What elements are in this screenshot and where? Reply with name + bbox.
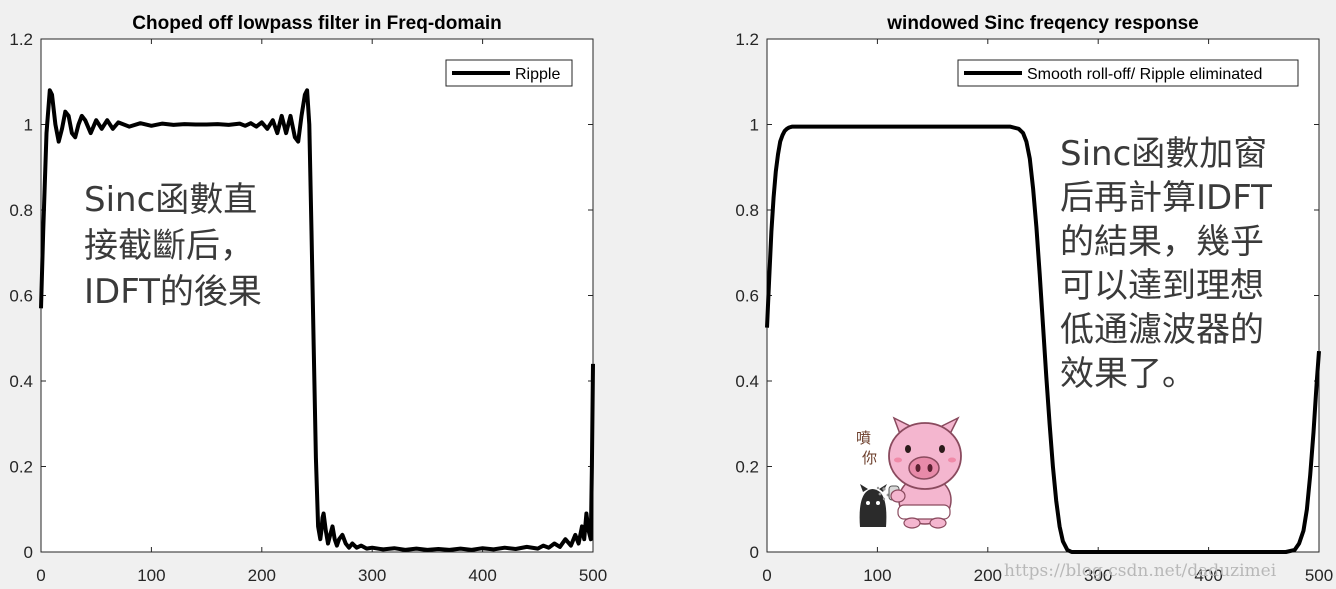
- chart-2-annotation-line-1: Sinc函數加窗: [1060, 134, 1267, 174]
- chart-1-annotation-line-1: Sinc函數直: [84, 180, 257, 220]
- chart-2-ytick-label-3: 0.6: [735, 287, 759, 306]
- chart-2-xtick-label-5: 500: [1305, 566, 1333, 585]
- chart-1-legend: Ripple: [445, 59, 573, 87]
- chart-1-series-ripple-line: [39, 88, 595, 552]
- chart-2-ytick-label-0: 0: [750, 543, 759, 562]
- chart-1-annotation: Sinc函數直 接截斷后， IDFT的後果: [84, 180, 262, 312]
- chart-2-annotation-line-5: 低通濾波器的: [1060, 310, 1264, 350]
- chart-1-title: Choped off lowpass filter in Freq-domain: [132, 13, 501, 34]
- chart-2-xtick-label-4: 400: [1194, 566, 1222, 585]
- watermark-url: https://blog.csdn.net/daduzimei: [1004, 561, 1277, 581]
- chart-1-xtick-label-5: 500: [579, 566, 607, 585]
- chart-2-ytick-label-2: 0.4: [735, 372, 759, 391]
- chart-1-xtick-label-0: 0: [36, 566, 45, 585]
- chart-1-ytick-label-1: 0.2: [9, 458, 33, 477]
- chart-1-ticks: 0 100 200 300 400 500 0 0.2 0.4 0.6 0.8 1 1.2: [9, 30, 607, 585]
- chart-2-xtick-label-3: 300: [1084, 566, 1112, 585]
- small-creature-icon: [859, 484, 887, 527]
- chart-1: Choped off lowpass filter in Freq-domain…: [9, 13, 607, 585]
- chart-1-ytick-label-2: 0.4: [9, 372, 33, 391]
- chart-2-ytick-label-1: 0.2: [735, 458, 759, 477]
- chart-2-ticks: 0 100 200 300 400 500 0 0.2 0.4 0.6 0.8 1 1.2: [735, 30, 1333, 585]
- chart-1-annotation-line-3: IDFT的後果: [84, 272, 262, 312]
- chart-2-ytick-label-4: 0.8: [735, 201, 759, 220]
- chart-2-xtick-label-2: 200: [974, 566, 1002, 585]
- chart-2-ytick-label-6: 1.2: [735, 30, 759, 49]
- chart-1-legend-label: Ripple: [515, 66, 560, 83]
- pig-sticker-image: 噴 你: [856, 416, 962, 529]
- chart-2-xtick-label-1: 100: [863, 566, 891, 585]
- chart-2-legend: Smooth roll-off/ Ripple eliminated: [957, 59, 1299, 87]
- chart-2-legend-label: Smooth roll-off/ Ripple eliminated: [1027, 66, 1262, 83]
- chart-1-ytick-label-5: 1: [24, 116, 33, 135]
- chart-1-ytick-label-0: 0: [24, 543, 33, 562]
- chart-1-xtick-label-3: 300: [358, 566, 386, 585]
- pig-icon: [888, 416, 962, 529]
- sticker-text-1: 噴: [856, 429, 871, 447]
- chart-2-annotation-line-4: 可以達到理想: [1060, 266, 1264, 306]
- chart-1-xtick-label-2: 200: [248, 566, 276, 585]
- chart-2-xtick-label-0: 0: [762, 566, 771, 585]
- chart-2-annotation: Sinc函數加窗 后再計算IDFT 的結果，幾乎 可以達到理想 低通濾波器的 效…: [1060, 134, 1272, 394]
- chart-1-ytick-label-3: 0.6: [9, 287, 33, 306]
- chart-2-ytick-label-5: 1: [750, 116, 759, 135]
- chart-1-xtick-label-1: 100: [137, 566, 165, 585]
- chart-2-annotation-line-3: 的結果，幾乎: [1060, 222, 1264, 262]
- chart-2: windowed Sinc freqency response 0 100 200 3…: [735, 13, 1333, 585]
- chart-2-series-smooth-line: [765, 124, 1321, 554]
- sticker-text-2: 你: [862, 449, 877, 467]
- chart-1-ytick-label-6: 1.2: [9, 30, 33, 49]
- chart-2-title: windowed Sinc freqency response: [886, 13, 1198, 34]
- chart-2-annotation-line-6: 效果了。: [1060, 354, 1196, 394]
- chart-1-annotation-line-2: 接截斷后，: [84, 226, 254, 266]
- chart-1-ytick-label-4: 0.8: [9, 201, 33, 220]
- chart-2-annotation-line-2: 后再計算IDFT: [1060, 178, 1272, 218]
- chart-1-xtick-label-4: 400: [468, 566, 496, 585]
